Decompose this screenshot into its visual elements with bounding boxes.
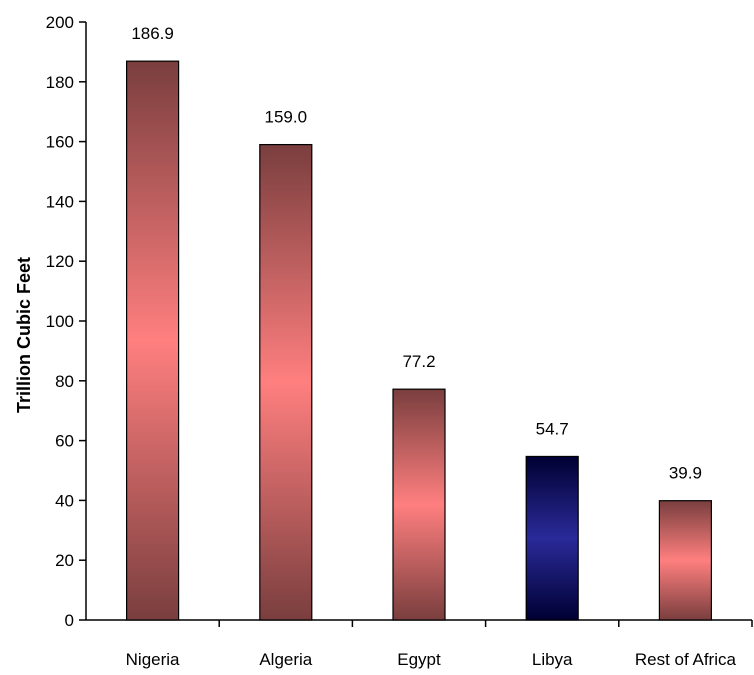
y-tick-label: 140 [46, 192, 74, 211]
data-label: 54.7 [536, 419, 569, 438]
y-tick-label: 80 [55, 372, 74, 391]
x-tick-label: Libya [532, 650, 573, 669]
x-tick-label: Egypt [397, 650, 441, 669]
x-tick-label: Nigeria [126, 650, 180, 669]
bars [125, 60, 713, 621]
data-label: 77.2 [402, 352, 435, 371]
bar [658, 500, 713, 621]
y-tick-label: 100 [46, 312, 74, 331]
y-tick-label: 120 [46, 252, 74, 271]
x-tick-label: Rest of Africa [635, 650, 737, 669]
data-label: 186.9 [131, 24, 174, 43]
labels: 186.9 Nigeria 159.0 Algeria 77.2 Egypt 54.7 Lib… [126, 24, 753, 669]
y-tick-label: 40 [55, 491, 74, 510]
data-label: 39.9 [669, 464, 702, 483]
bar [525, 455, 579, 621]
bar [392, 388, 446, 621]
x-tick-label: Algeria [259, 650, 312, 669]
y-tick-label: 180 [46, 73, 74, 92]
y-tick-label: 20 [55, 551, 74, 570]
data-label: 159.0 [265, 108, 308, 127]
bar [259, 143, 313, 621]
y-tick-label: 60 [55, 432, 74, 451]
y-axis-title: Trillion Cubic Feet [14, 257, 34, 413]
bar [125, 60, 180, 621]
y-tick-label: 160 [46, 133, 74, 152]
y-tick-label: 0 [65, 611, 74, 630]
y-tick-label: 200 [46, 13, 74, 32]
y-ticks: 0 20 40 60 80 100 120 140 160 180 200 [46, 13, 86, 630]
